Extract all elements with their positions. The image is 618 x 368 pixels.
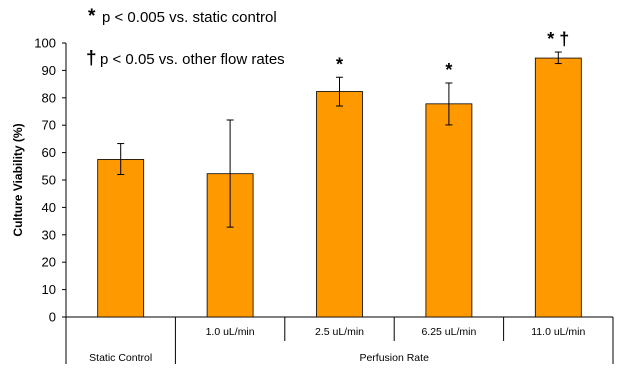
y-tick-label: 30 [42, 227, 56, 242]
x-group-label-static: Static Control [89, 352, 152, 364]
y-tick-label: 60 [42, 145, 56, 160]
y-tick-label: 20 [42, 255, 56, 270]
bar [534, 57, 582, 318]
y-tick-label: 40 [42, 200, 56, 215]
legend-symbol-asterisk: * [88, 6, 96, 27]
y-tick-label: 100 [34, 36, 56, 51]
legend-symbol-dagger: † [86, 48, 97, 69]
y-tick-label: 10 [42, 282, 56, 297]
x-category-label: 1.0 uL/min [206, 326, 255, 338]
x-category-label: 2.5 uL/min [315, 326, 364, 338]
x-group-label-perfusion: Perfusion Rate [359, 352, 429, 364]
y-axis-label: Culture Viability (%) [11, 123, 25, 236]
y-tick-label: 80 [42, 90, 56, 105]
plot-area: 0 10 20 30 40 50 60 70 80 90 100 1.0 uL/min * 2.5 uL/… [34, 29, 614, 364]
significance-marker: * † [547, 29, 569, 49]
significance-marker: * [445, 60, 452, 80]
bar [425, 103, 473, 318]
y-tick-label: 50 [42, 173, 56, 188]
y-tick-label: 90 [42, 63, 56, 78]
y-tick-label: 70 [42, 118, 56, 133]
legend-text-static-control: p < 0.005 vs. static control [102, 9, 277, 26]
x-category-label: 11.0 uL/min [531, 326, 585, 338]
significance-marker: * [336, 54, 343, 74]
y-tick-label: 0 [49, 310, 56, 325]
legend-text-flow-rates: p < 0.05 vs. other flow rates [100, 51, 285, 68]
legend: * p < 0.005 vs. static control † p < 0.0… [86, 6, 285, 69]
bar [97, 159, 145, 318]
x-category-label: 6.25 uL/min [421, 326, 476, 338]
bar [316, 91, 363, 318]
